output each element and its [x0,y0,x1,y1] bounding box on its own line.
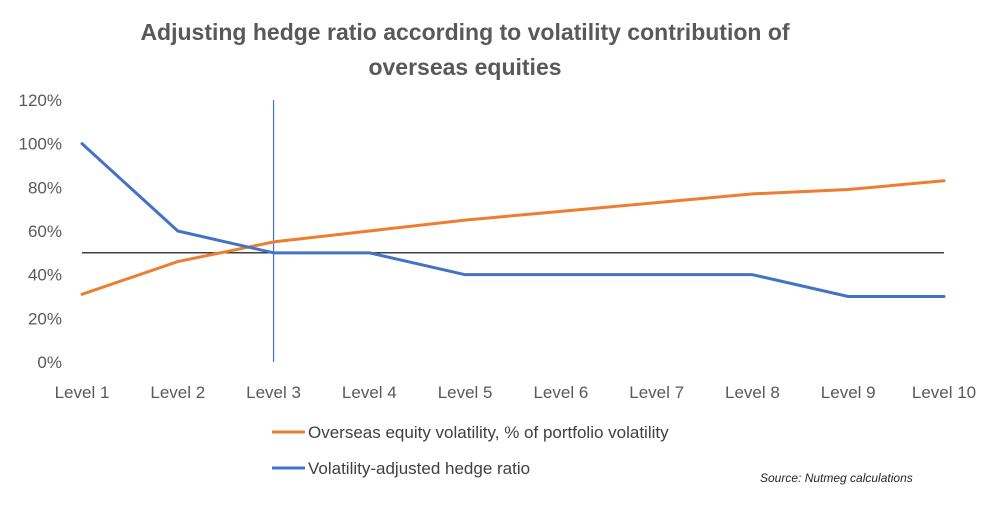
x-tick-label: Level 2 [150,383,205,402]
y-tick-label: 0% [37,353,62,372]
legend-label-overseas-volatility: Overseas equity volatility, % of portfol… [308,423,669,442]
x-tick-label: Level 1 [55,383,110,402]
chart-title-line-2: overseas equities [368,54,561,80]
x-tick-label: Level 10 [912,383,976,402]
x-tick-label: Level 8 [725,383,780,402]
x-tick-label: Level 9 [821,383,876,402]
x-tick-label: Level 5 [438,383,493,402]
series-lines [80,142,946,298]
reference-lines [82,100,944,362]
x-tick-label: Level 3 [246,383,301,402]
x-tick-label: Level 6 [533,383,588,402]
x-tick-label: Level 4 [342,383,397,402]
series-line-volatility-adjusted-hedge-ratio [80,142,946,298]
x-tick-label: Level 7 [629,383,684,402]
chart-title: Adjusting hedge ratio according to volat… [140,19,789,45]
y-tick-label: 120% [19,91,62,110]
source-note: Source: Nutmeg calculations [760,471,913,485]
y-tick-label: 40% [28,266,62,285]
y-tick-label: 80% [28,178,62,197]
series-line-overseas-equity-volatility-of-portfolio-volatility [80,179,946,296]
x-axis: Level 1 Level 2 Level 3 Level 4 Level 5 Level… [55,383,977,402]
legend: Overseas equity volatility, % of portfol… [272,423,669,478]
y-axis: 0% 20% 40% 60% 80% 100% 120% [19,91,62,372]
legend-label-hedge-ratio: Volatility-adjusted hedge ratio [308,459,530,478]
y-tick-label: 20% [28,309,62,328]
y-tick-label: 60% [28,222,62,241]
y-tick-label: 100% [19,135,62,154]
